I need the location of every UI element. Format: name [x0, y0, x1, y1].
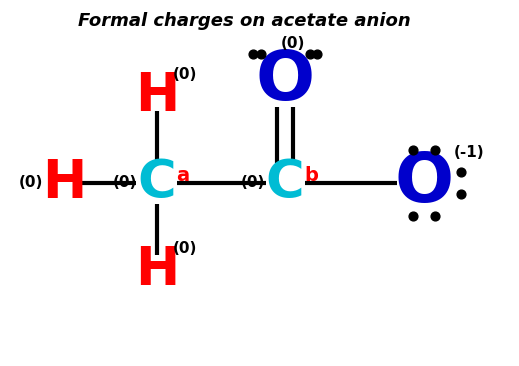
Point [313, 51, 321, 56]
Text: O: O [394, 149, 454, 217]
Point [457, 169, 465, 175]
Point [256, 51, 265, 56]
Text: H: H [135, 70, 179, 122]
Text: Formal charges on acetate anion: Formal charges on acetate anion [78, 12, 411, 30]
Text: C: C [138, 157, 176, 209]
Point [408, 147, 417, 153]
Text: C: C [266, 157, 305, 209]
Point [408, 213, 417, 219]
Text: (0): (0) [19, 176, 43, 190]
Point [431, 213, 439, 219]
Point [249, 51, 257, 56]
Text: a: a [176, 166, 189, 185]
Text: O: O [256, 47, 315, 114]
Text: (-1): (-1) [454, 145, 484, 160]
Point [431, 147, 439, 153]
Text: b: b [304, 166, 318, 185]
Text: (0): (0) [241, 176, 266, 190]
Text: H: H [135, 244, 179, 296]
Point [457, 191, 465, 197]
Text: H: H [42, 157, 87, 209]
Text: (0): (0) [113, 176, 137, 190]
Text: (0): (0) [173, 241, 197, 256]
Point [306, 51, 314, 56]
Text: (0): (0) [173, 67, 197, 82]
Text: (0): (0) [281, 36, 305, 51]
